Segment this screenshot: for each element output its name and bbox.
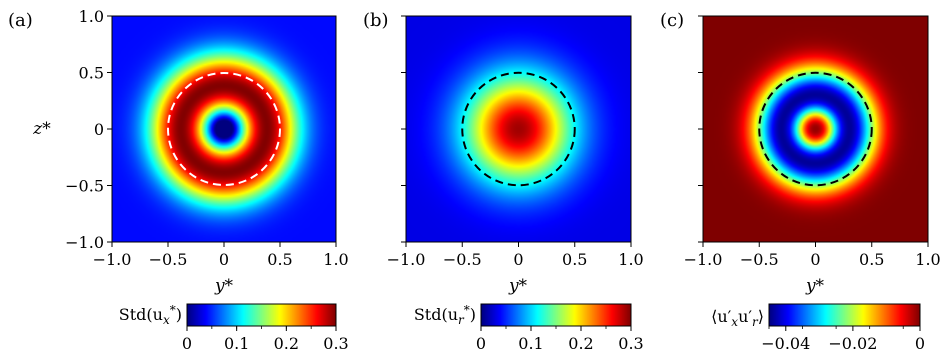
x-tick-label-b: −0.5 <box>443 250 482 269</box>
colorbar-a <box>187 304 336 326</box>
panel-c: (c) −1.0 −0.5 0 0.5 1.0 y* ⟨u′xu′r⟩ −0.04 −0.… <box>660 10 941 353</box>
y-tick-label-a: 0.5 <box>79 64 104 83</box>
x-tick-label-a: 1.0 <box>323 250 348 269</box>
colorbar-frame-c <box>768 303 921 327</box>
heatmap-b <box>406 16 631 242</box>
x-axis-label-b: y* <box>508 276 528 296</box>
x-axis-label-a: y* <box>214 276 234 296</box>
colorbar-tick-label-c: −0.04 <box>761 334 810 353</box>
colorbar-tick-label-a: 0.2 <box>274 334 299 353</box>
x-tick-label-c: 1.0 <box>915 250 940 269</box>
colorbar-tick-label-b: 0.2 <box>568 334 593 353</box>
x-axis-label-c: y* <box>805 276 825 296</box>
dashed-circle-b <box>461 71 576 187</box>
x-tick-label-a: 0 <box>219 250 229 269</box>
heatmap-c <box>703 16 928 242</box>
colorbar-label-a: Std(ux*) <box>119 303 182 327</box>
x-tick-label-c: 0 <box>810 250 820 269</box>
y-tick-label-a: −1.0 <box>65 233 104 252</box>
colorbar-label-b: Std(ur*) <box>414 303 476 327</box>
dashed-circle-c <box>758 71 873 187</box>
dashed-circle-a <box>167 72 281 186</box>
colorbar-tick-label-a: 0 <box>182 334 192 353</box>
x-tick-label-a: −1.0 <box>93 250 132 269</box>
colorbar-label-c: ⟨u′xu′r⟩ <box>711 307 764 329</box>
panel-a-label: (a) <box>8 10 33 31</box>
colorbar-tick-label-c: −0.02 <box>828 334 877 353</box>
panel-b-label: (b) <box>363 10 389 31</box>
x-tick-label-a: −0.5 <box>149 250 188 269</box>
x-tick-label-b: 0 <box>513 250 523 269</box>
panel-c-label: (c) <box>660 10 684 31</box>
x-tick-label-b: −1.0 <box>387 250 426 269</box>
colorbar-tick-label-c: 0 <box>915 334 925 353</box>
x-tick-label-a: 0.5 <box>267 250 292 269</box>
colorbar-tick-label-b: 0.3 <box>618 334 643 353</box>
x-tick-label-c: −0.5 <box>740 250 779 269</box>
colorbar-tick-label-a: 0.1 <box>224 334 249 353</box>
heatmap-a <box>112 16 336 242</box>
x-tick-label-b: 1.0 <box>618 250 643 269</box>
x-tick-label-b: 0.5 <box>562 250 587 269</box>
colorbar-tick-label-a: 0.3 <box>323 334 348 353</box>
y-axis-label-a: z* <box>32 119 51 139</box>
x-tick-label-c: −1.0 <box>684 250 723 269</box>
panel-a: (a) −1.0 −0.5 0 0.5 1.0 1.0 0.5 0 −0.5 −1.0 y* z… <box>8 7 349 353</box>
colorbar-tick-label-b: 0 <box>476 334 486 353</box>
y-tick-label-a: 1.0 <box>79 7 104 26</box>
y-tick-label-a: 0 <box>94 120 104 139</box>
colorbar-c <box>769 304 920 326</box>
colorbar-tick-label-b: 0.1 <box>518 334 543 353</box>
x-tick-label-c: 0.5 <box>859 250 884 269</box>
colorbar-b <box>481 304 631 326</box>
panel-b: (b) −1.0 −0.5 0 0.5 1.0 y* Std(ur*) 0 0.1 0.2 0… <box>363 10 644 353</box>
y-tick-label-a: −0.5 <box>65 177 104 196</box>
